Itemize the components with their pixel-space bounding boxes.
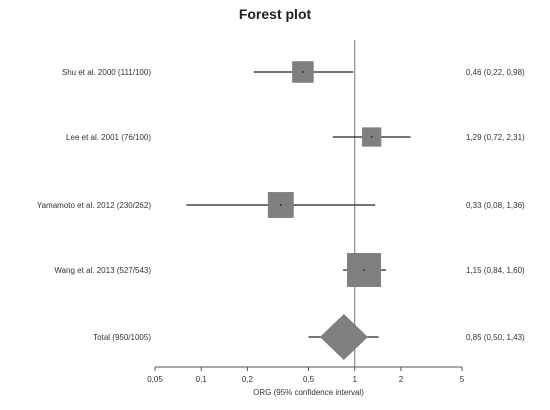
ci-value-label: 0,33 (0,08, 1,36) [466,201,525,210]
total-label: Total (950/1005) [93,333,151,342]
x-tick-label: 1 [352,375,357,384]
x-tick-label: 5 [460,375,465,384]
total-ci-value-label: 0,85 (0,50, 1,43) [466,333,525,342]
study-label: Wang et al. 2013 (527/543) [54,266,151,275]
x-tick-label: 0,1 [196,375,208,384]
study-label: Shu et al. 2000 (111/100) [62,68,151,77]
ci-value-label: 0,46 (0,22, 0,98) [466,68,525,77]
point-estimate-dot [279,204,282,206]
chart-title: Forest plot [238,6,312,22]
total-diamond [319,314,368,360]
x-tick-label: 0,2 [242,375,254,384]
study-label: Yamamoto et al. 2012 (230/262) [37,201,151,210]
x-axis-label: ORG (95% confidence interval) [253,388,364,397]
point-estimate-dot [370,136,373,138]
ci-value-label: 1,15 (0,84, 1,60) [466,266,525,275]
point-estimate-dot [363,269,365,271]
x-tick-label: 0,5 [303,375,315,384]
study-label: Lee et al. 2001 (76/100) [66,133,151,142]
point-estimate-dot [302,71,304,73]
x-tick-label: 2 [399,375,404,384]
ci-value-label: 1,29 (0,72, 2,31) [466,133,525,142]
x-tick-label: 0,05 [147,375,163,384]
